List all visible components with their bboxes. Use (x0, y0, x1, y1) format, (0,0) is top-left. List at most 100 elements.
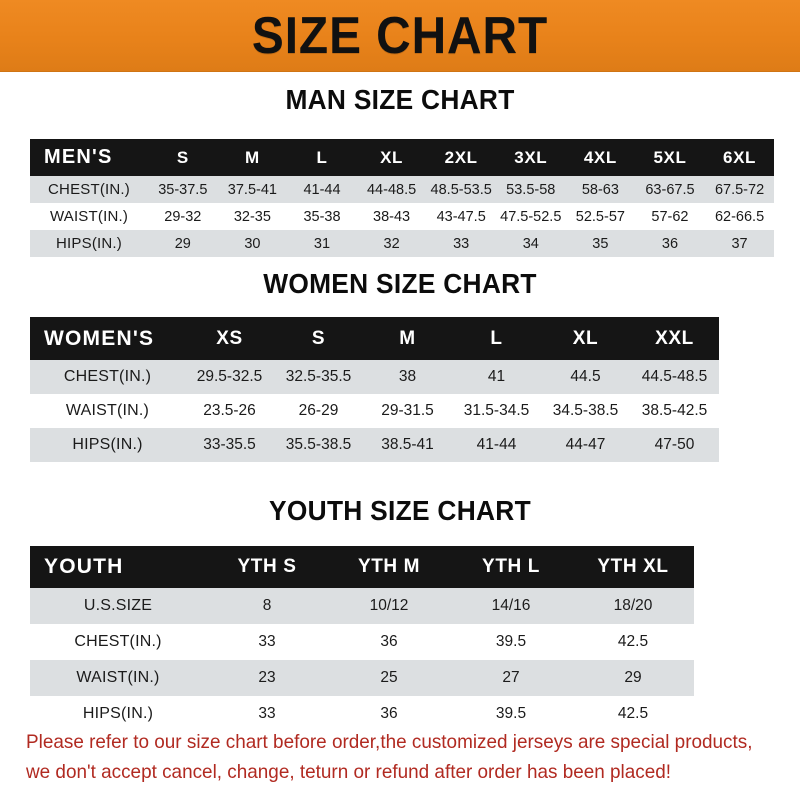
cell: 44-47 (541, 428, 630, 462)
youth-section-title: YOUTH SIZE CHART (269, 495, 531, 526)
table-row: CHEST(IN.) 29.5-32.5 32.5-35.5 38 41 44.… (30, 360, 719, 394)
cell: 41 (452, 360, 541, 394)
row-label: CHEST(IN.) (30, 624, 206, 660)
column-header: S (148, 139, 218, 176)
cell: 32 (356, 230, 427, 257)
footer-disclaimer: Please refer to our size chart before or… (26, 727, 759, 787)
cell: 34.5-38.5 (541, 394, 630, 428)
header-label: YOUTH (30, 546, 206, 588)
row-label: WAIST(IN.) (30, 203, 148, 230)
cell: 52.5-57 (565, 203, 636, 230)
table-row: HIPS(IN.) 29 30 31 32 33 34 35 36 37 (30, 230, 775, 257)
cell: 36 (635, 230, 705, 257)
cell: 8 (206, 588, 328, 624)
women-size-table: WOMEN'S XS S M L XL XXL CHEST(IN.) 29.5-… (30, 317, 770, 462)
row-label: CHEST(IN.) (30, 360, 185, 394)
cell: 30 (217, 230, 288, 257)
cell: 39.5 (450, 696, 572, 732)
cell: 38.5-41 (363, 428, 452, 462)
cell: 38.5-42.5 (630, 394, 719, 428)
cell: 33-35.5 (185, 428, 274, 462)
cell: 42.5 (572, 696, 694, 732)
cell: 62-66.5 (704, 203, 775, 230)
cell: 29.5-32.5 (185, 360, 274, 394)
cell: 29-31.5 (363, 394, 452, 428)
women-section-title: WOMEN SIZE CHART (263, 268, 537, 299)
table-row: WAIST(IN.) 23.5-26 26-29 29-31.5 31.5-34… (30, 394, 719, 428)
cell: 32.5-35.5 (274, 360, 363, 394)
youth-table: YOUTH YTH S YTH M YTH L YTH XL U.S.SIZE … (30, 546, 694, 732)
cell: 27 (450, 660, 572, 696)
cell: 47-50 (630, 428, 719, 462)
column-header: XXL (630, 317, 719, 360)
row-label: WAIST(IN.) (30, 660, 206, 696)
cell: 33 (426, 230, 496, 257)
column-header: YTH XL (572, 546, 694, 588)
cell: 32-35 (217, 203, 288, 230)
column-header: M (363, 317, 452, 360)
cell: 67.5-72 (704, 176, 775, 203)
table-header-row: MEN'S S M L XL 2XL 3XL 4XL 5XL 6XL (30, 139, 775, 176)
cell: 57-62 (635, 203, 705, 230)
cell: 42.5 (572, 624, 694, 660)
cell: 31.5-34.5 (452, 394, 541, 428)
cell: 14/16 (450, 588, 572, 624)
cell: 34 (495, 230, 566, 257)
column-header: XS (185, 317, 274, 360)
cell: 41-44 (452, 428, 541, 462)
cell: 38-43 (356, 203, 427, 230)
cell: 37 (704, 230, 775, 257)
man-size-table: MEN'S S M L XL 2XL 3XL 4XL 5XL 6XL CHEST… (30, 139, 775, 257)
man-section-title: MAN SIZE CHART (285, 84, 515, 115)
cell: 18/20 (572, 588, 694, 624)
table-row: HIPS(IN.) 33-35.5 35.5-38.5 38.5-41 41-4… (30, 428, 719, 462)
cell: 23 (206, 660, 328, 696)
cell: 35-38 (287, 203, 357, 230)
cell: 43-47.5 (426, 203, 496, 230)
women-table: WOMEN'S XS S M L XL XXL CHEST(IN.) 29.5-… (30, 317, 719, 462)
footer-line-1: Please refer to our size chart before or… (26, 731, 753, 753)
cell: 35.5-38.5 (274, 428, 363, 462)
cell: 23.5-26 (185, 394, 274, 428)
cell: 38 (363, 360, 452, 394)
column-header: 6XL (704, 139, 775, 176)
cell: 33 (206, 696, 328, 732)
cell: 63-67.5 (635, 176, 705, 203)
table-row: HIPS(IN.) 33 36 39.5 42.5 (30, 696, 694, 732)
column-header: 5XL (635, 139, 705, 176)
cell: 29 (572, 660, 694, 696)
cell: 44-48.5 (356, 176, 427, 203)
cell: 44.5 (541, 360, 630, 394)
cell: 39.5 (450, 624, 572, 660)
row-label: WAIST(IN.) (30, 394, 185, 428)
cell: 10/12 (328, 588, 450, 624)
column-header: XL (541, 317, 630, 360)
footer-line-2: we don't accept cancel, change, teturn o… (26, 761, 672, 783)
column-header: XL (356, 139, 427, 176)
table-header-row: WOMEN'S XS S M L XL XXL (30, 317, 719, 360)
cell: 36 (328, 624, 450, 660)
row-label: HIPS(IN.) (30, 230, 148, 257)
column-header: L (452, 317, 541, 360)
row-label: HIPS(IN.) (30, 428, 185, 462)
column-header: 4XL (565, 139, 636, 176)
cell: 41-44 (287, 176, 357, 203)
cell: 47.5-52.5 (495, 203, 566, 230)
cell: 25 (328, 660, 450, 696)
cell: 33 (206, 624, 328, 660)
cell: 29 (148, 230, 218, 257)
table-row: WAIST(IN.) 29-32 32-35 35-38 38-43 43-47… (30, 203, 775, 230)
column-header: M (217, 139, 288, 176)
column-header: YTH M (328, 546, 450, 588)
table-row: CHEST(IN.) 35-37.5 37.5-41 41-44 44-48.5… (30, 176, 775, 203)
cell: 35-37.5 (148, 176, 218, 203)
cell: 53.5-58 (495, 176, 566, 203)
header-label: MEN'S (30, 139, 148, 176)
cell: 36 (328, 696, 450, 732)
column-header: S (274, 317, 363, 360)
cell: 44.5-48.5 (630, 360, 719, 394)
page-banner: SIZE CHART (0, 0, 800, 72)
cell: 48.5-53.5 (426, 176, 496, 203)
cell: 31 (287, 230, 357, 257)
cell: 26-29 (274, 394, 363, 428)
